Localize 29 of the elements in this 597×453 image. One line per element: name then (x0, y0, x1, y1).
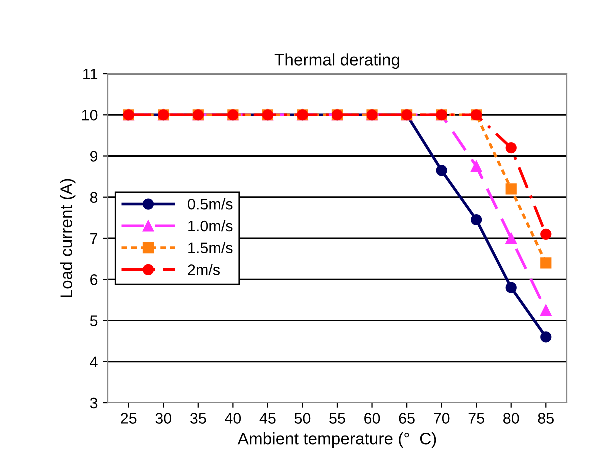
y-tick-label: 11 (84, 69, 98, 80)
chart-title: Thermal derating (274, 54, 400, 70)
x-tick-label: 35 (190, 413, 206, 424)
x-tick-label: 65 (399, 413, 415, 424)
x-tick-label: 70 (434, 413, 450, 424)
x-tick-label: 30 (156, 413, 172, 424)
y-axis-title: Load current (A) (60, 179, 76, 298)
x-tick-label: 60 (364, 413, 380, 424)
y-tick-label: 8 (90, 192, 98, 204)
x-axis-title: Ambient temperature (° C) (238, 432, 436, 448)
legend-label: 0.5m/s (188, 198, 233, 210)
y-tick-label: 10 (82, 110, 98, 121)
x-tick-label: 40 (225, 413, 242, 424)
x-tick-label: 85 (538, 413, 554, 424)
x-tick-label: 45 (260, 413, 276, 424)
y-tick-label: 5 (90, 316, 98, 326)
y-tick-label: 7 (90, 234, 98, 244)
y-tick-label: 4 (90, 356, 98, 368)
x-tick-label: 80 (504, 413, 520, 424)
y-tick-label: 3 (90, 398, 98, 409)
y-tick-label: 9 (90, 151, 98, 162)
x-tick-label: 50 (294, 413, 311, 424)
y-tick-label: 6 (90, 274, 98, 286)
x-tick-label: 25 (121, 413, 137, 424)
legend-label: 2m/s (188, 264, 220, 276)
x-tick-label: 75 (468, 413, 484, 424)
x-tick-label: 55 (330, 413, 346, 424)
legend-label: 1.5m/s (188, 242, 233, 254)
legend-label: 1.0m/s (188, 220, 233, 232)
